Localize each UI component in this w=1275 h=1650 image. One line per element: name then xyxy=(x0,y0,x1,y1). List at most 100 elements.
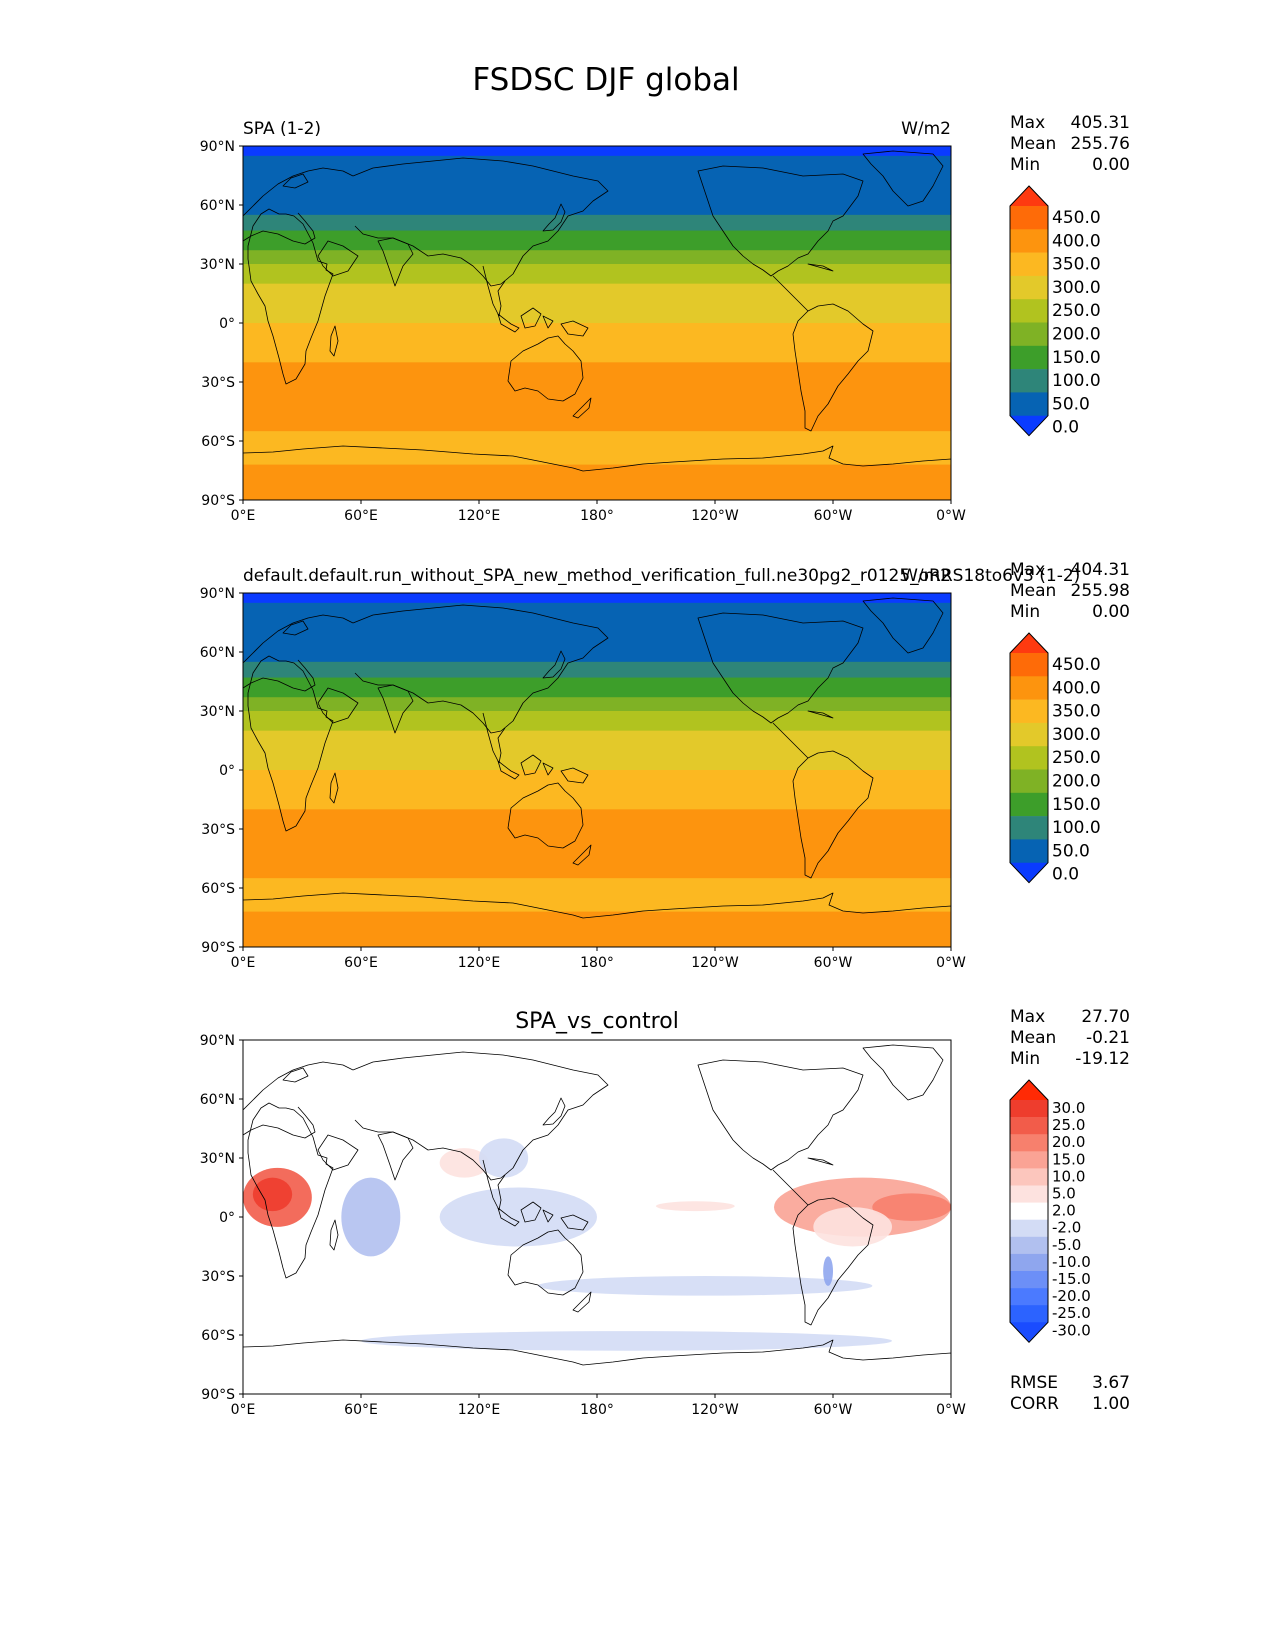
panel-left-title: SPA (1-2) xyxy=(243,119,321,139)
x-tick-label: 0°E xyxy=(231,1402,256,1418)
stat-label: Mean xyxy=(1010,1028,1056,1048)
y-tick-label: 0° xyxy=(219,763,235,779)
panel-units: W/m2 xyxy=(901,119,951,139)
x-tick-label: 180° xyxy=(580,508,614,524)
contour-band-1 xyxy=(243,602,951,663)
colorbar-tick-label: 250.0 xyxy=(1052,301,1101,321)
x-tick-label: 60°W xyxy=(814,1402,853,1418)
colorbar-tick-label: 100.0 xyxy=(1052,818,1101,838)
colorbar-segment xyxy=(1010,1253,1048,1272)
y-tick-label: 30°N xyxy=(200,1151,235,1167)
colorbar-segment xyxy=(1010,1305,1048,1323)
colorbar-tick-label: -30.0 xyxy=(1052,1321,1091,1339)
colorbar-tick-label: 200.0 xyxy=(1052,772,1101,792)
colorbar-tick-label: 5.0 xyxy=(1052,1185,1076,1203)
y-tick-label: 60°S xyxy=(201,881,235,897)
colorbar-tick-label: -25.0 xyxy=(1052,1304,1091,1322)
colorbar-tick-label: 15.0 xyxy=(1052,1150,1085,1168)
map-area xyxy=(243,1040,951,1394)
x-tick-label: 0°W xyxy=(936,955,966,971)
colorbar-tick-label: 150.0 xyxy=(1052,348,1101,368)
stat-value: -0.21 xyxy=(1086,1028,1130,1048)
contour-band-6 xyxy=(243,730,951,771)
stat-label: Min xyxy=(1010,155,1040,175)
colorbar-tick-label: 450.0 xyxy=(1052,208,1101,228)
colorbar-segment xyxy=(1010,676,1048,700)
contour-band-8 xyxy=(243,809,951,879)
y-tick-label: 30°N xyxy=(200,257,235,273)
colorbar-segment xyxy=(1010,1185,1048,1203)
stat-value: 0.00 xyxy=(1092,155,1130,175)
colorbar-outline xyxy=(1009,632,1049,884)
colorbar-tick-label: 300.0 xyxy=(1052,278,1101,298)
contour-band-5 xyxy=(243,711,951,732)
contour-band-2 xyxy=(243,214,951,232)
x-tick-label: 0°W xyxy=(936,1402,966,1418)
colorbar-segment xyxy=(1010,746,1048,770)
colorbar-tick-label: 0.0 xyxy=(1052,865,1079,885)
anomaly-patch-11 xyxy=(361,1331,892,1351)
x-tick-label: 120°W xyxy=(691,955,739,971)
y-tick-label: 90°N xyxy=(200,586,235,602)
x-tick-label: 120°W xyxy=(691,1402,739,1418)
contour-band-6 xyxy=(243,283,951,324)
colorbar-segment xyxy=(1010,345,1048,370)
y-tick-label: 0° xyxy=(219,1210,235,1226)
extra-stat-value: 1.00 xyxy=(1092,1394,1130,1414)
colorbar-tick-label: -5.0 xyxy=(1052,1236,1081,1254)
y-tick-label: 30°S xyxy=(201,822,235,838)
colorbar-extend-max xyxy=(1010,1080,1048,1100)
x-tick-label: 120°W xyxy=(691,508,739,524)
colorbar-segment xyxy=(1010,699,1048,724)
colorbar-segment xyxy=(1010,1151,1048,1169)
colorbar: 30.025.020.015.010.05.02.0-2.0-5.0-10.0-… xyxy=(1009,1079,1091,1344)
colorbar-segment xyxy=(1010,252,1048,277)
anomaly-patch-12 xyxy=(823,1256,833,1286)
panel-diff: 90°N 60°N 30°N 0° 30°S 60°S 90°S0°E 60°E 120°E 18… xyxy=(200,1007,1130,1418)
colorbar-extend-min xyxy=(1010,415,1048,436)
colorbar-segment xyxy=(1010,792,1048,817)
stat-label: Max xyxy=(1010,560,1045,580)
colorbar-segment xyxy=(1010,369,1048,393)
colorbar: 450.0 400.0 350.0 300.0 250.0 200.0 150.0 100.0… xyxy=(1009,185,1101,438)
x-tick-label: 180° xyxy=(580,1402,614,1418)
y-tick-label: 90°S xyxy=(201,1387,235,1403)
figure-title: FSDSC DJF global xyxy=(472,62,739,98)
stat-value: 404.31 xyxy=(1071,560,1130,580)
colorbar-tick-label: 400.0 xyxy=(1052,678,1101,698)
panel-test: 90°N 60°N 30°N 0° 30°S 60°S 90°S0°E 60°E 120°E 18… xyxy=(200,113,1130,524)
x-tick-label: 60°E xyxy=(344,1402,378,1418)
extra-stat-value: 3.67 xyxy=(1092,1373,1130,1393)
colorbar-segment xyxy=(1010,1168,1048,1186)
colorbar-tick-label: 300.0 xyxy=(1052,725,1101,745)
panel-units: W/m2 xyxy=(901,566,951,586)
contour-band-5 xyxy=(243,264,951,285)
x-tick-label: 60°W xyxy=(814,508,853,524)
colorbar-segment xyxy=(1010,1202,1048,1220)
x-tick-label: 60°W xyxy=(814,955,853,971)
x-tick-label: 120°E xyxy=(458,508,501,524)
contour-band-10 xyxy=(243,911,951,947)
contour-band-9 xyxy=(243,878,951,913)
y-tick-label: 30°S xyxy=(201,1269,235,1285)
map-area xyxy=(243,593,951,947)
contour-band-7 xyxy=(243,323,951,363)
panel-ref: 90°N 60°N 30°N 0° 30°S 60°S 90°S0°E 60°E 120°E 18… xyxy=(200,560,1130,971)
stat-value: -19.12 xyxy=(1075,1049,1130,1069)
y-tick-label: 60°S xyxy=(201,1328,235,1344)
stat-label: Mean xyxy=(1010,581,1056,601)
y-tick-label: 90°S xyxy=(201,940,235,956)
colorbar-segment xyxy=(1010,816,1048,840)
y-tick-label: 90°N xyxy=(200,139,235,155)
extra-stat-label: CORR xyxy=(1010,1394,1059,1414)
contour-band-8 xyxy=(243,362,951,432)
colorbar: 450.0 400.0 350.0 300.0 250.0 200.0 150.0 100.0… xyxy=(1009,632,1101,885)
y-tick-label: 90°S xyxy=(201,493,235,509)
contour-band-1 xyxy=(243,155,951,216)
colorbar-tick-label: 10.0 xyxy=(1052,1167,1085,1185)
colorbar-outline xyxy=(1009,185,1049,437)
colorbar-tick-label: 250.0 xyxy=(1052,748,1101,768)
panel-center-title: SPA_vs_control xyxy=(515,1009,679,1034)
colorbar-tick-label: 100.0 xyxy=(1052,371,1101,391)
